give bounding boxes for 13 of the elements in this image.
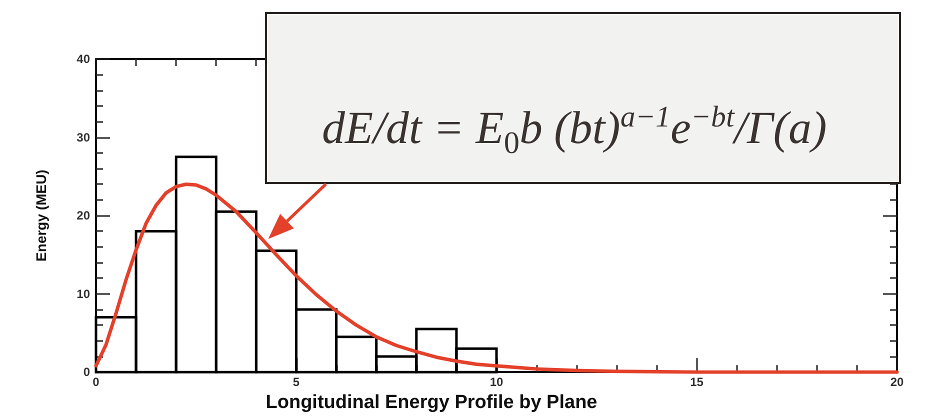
x-tick-label: 10 — [490, 375, 504, 390]
y-axis-title: Energy (MEU) — [33, 170, 49, 262]
x-tick-label: 0 — [92, 375, 100, 390]
annotation: dE/dt = E$_{0}$b (bt)$^{a−1}$e$^{−bt}$/Γ(a) — [322, 100, 827, 160]
y-tick-label: 30 — [76, 130, 90, 144]
x-axis-title: Longitudinal Energy Profile by Plane — [266, 392, 598, 413]
y-tick-label: 40 — [76, 52, 90, 66]
y-tick-label: 0 — [83, 365, 90, 380]
y-tick-label: 20 — [76, 208, 90, 223]
x-tick-label: 15 — [690, 375, 704, 390]
x-tick-label: 5 — [292, 375, 300, 390]
x-tick-label: 20 — [890, 375, 904, 390]
y-tick-label: 10 — [76, 286, 90, 301]
